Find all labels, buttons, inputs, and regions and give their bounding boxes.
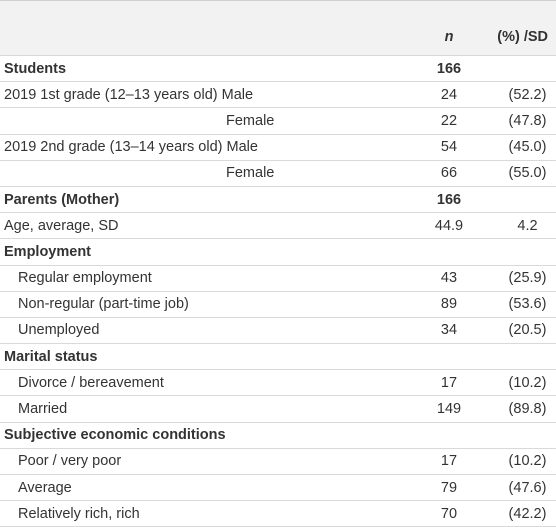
row-label: Female [0,160,405,187]
cell: 54 [405,134,493,161]
table-row: Average 79 (47.6) [0,474,556,502]
cell: 166 [405,186,493,214]
table-row: Relatively rich, rich 70 (42.2) [0,500,556,527]
table-row: Divorce / bereavement 17 (10.2) [0,369,556,397]
cell: (55.0) [493,160,556,187]
row-label: Parents (Mother) [0,186,405,214]
header-cell: (%) /SD [493,0,556,56]
cell: (52.2) [493,81,556,109]
row-label: Employment [0,238,405,266]
cell: (20.5) [493,317,556,345]
cell: 66 [405,160,493,187]
cell: (10.2) [493,369,556,397]
table-row: Students 166 [0,55,556,83]
cell [405,422,493,449]
cell: 43 [405,265,493,292]
cell: 17 [405,369,493,397]
cell: 22 [405,107,493,135]
table-row: Married 149 (89.8) [0,395,556,423]
table-row: Non-regular (part-time job) 89 (53.6) [0,291,556,318]
cell: 149 [405,395,493,423]
header-cell [0,0,405,56]
cell: 34 [405,317,493,345]
row-label: Average [0,474,405,502]
cell: (89.8) [493,395,556,423]
table-row: Female 22 (47.8) [0,107,556,135]
row-label: Subjective economic conditions [0,422,405,449]
cell: (53.6) [493,291,556,318]
row-label: 2019 2nd grade (13–14 years old) Male [0,134,405,161]
cell: (45.0) [493,134,556,161]
cell: 17 [405,448,493,476]
cell [493,186,556,214]
table-row: Marital status [0,343,556,371]
table-row: Employment [0,238,556,266]
header-row: n (%) /SD [0,0,556,56]
row-label: Non-regular (part-time job) [0,291,405,318]
row-label: Poor / very poor [0,448,405,476]
cell [493,343,556,371]
row-label: Students [0,55,405,83]
cell: (47.8) [493,107,556,135]
cell: (10.2) [493,448,556,476]
cell [493,238,556,266]
cell [405,238,493,266]
cell: 89 [405,291,493,318]
cell: 79 [405,474,493,502]
row-label: Regular employment [0,265,405,292]
cell: 44.9 [405,212,493,240]
cell: (42.2) [493,500,556,527]
table-row: 2019 1st grade (12–13 years old) Male 24(… [0,81,556,109]
row-label: Marital status [0,343,405,371]
header-cell: n [405,0,493,56]
row-label: Relatively rich, rich [0,500,405,527]
table-body: Students 166 2019 1st grade (12–13 years o… [0,55,556,527]
table-row: Poor / very poor 17 (10.2) [0,448,556,476]
table-row: Female 66 (55.0) [0,160,556,187]
cell [493,55,556,83]
cell: 166 [405,55,493,83]
cell: 70 [405,500,493,527]
row-label: Divorce / bereavement [0,369,405,397]
table-row: Subjective economic conditions [0,422,556,449]
row-label: 2019 1st grade (12–13 years old) Male [0,81,405,109]
row-label: Unemployed [0,317,405,345]
table-row: Unemployed 34 (20.5) [0,317,556,345]
row-label: Female [0,107,405,135]
cell: 24 [405,81,493,109]
cell: (25.9) [493,265,556,292]
table-row: Regular employment 43 (25.9) [0,265,556,292]
cell [493,422,556,449]
cell [405,343,493,371]
table-row: Age, average, SD 44.9 4.2 [0,212,556,240]
row-label: Age, average, SD [0,212,405,240]
table-row: 2019 2nd grade (13–14 years old) Male 54(… [0,134,556,161]
table-row: Parents (Mother) 166 [0,186,556,214]
row-label: Married [0,395,405,423]
cell: (47.6) [493,474,556,502]
cell: 4.2 [493,212,556,240]
